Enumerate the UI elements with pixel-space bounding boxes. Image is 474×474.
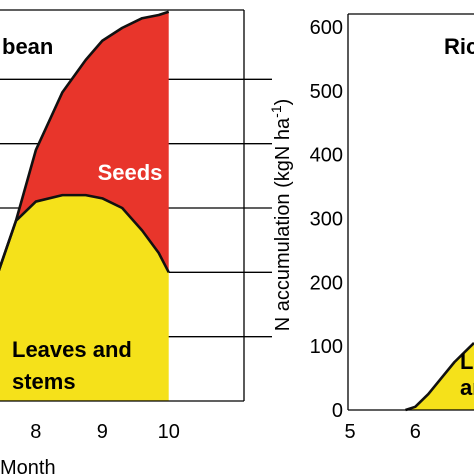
right-leaves-area	[405, 342, 474, 410]
right-y-tick-label-200: 200	[310, 272, 343, 294]
right-y-axis-label: N accumulation (kgN ha-1)	[268, 99, 294, 332]
left-series-label-seeds: Seeds	[98, 160, 163, 185]
left-x-axis-label: Month	[0, 457, 56, 474]
right-y-tick-label-100: 100	[310, 336, 343, 358]
right-series-label-leaves-0: L	[460, 349, 473, 374]
right-x-tick-label-6: 6	[410, 421, 421, 443]
right-chart-title: Ric	[444, 34, 474, 59]
right-x-tick-label-5: 5	[344, 421, 355, 443]
left-x-tick-label-10: 10	[158, 421, 180, 443]
left-leaves-area	[0, 195, 169, 401]
right-y-tick-labels: 0 100 200 300 400 500 600	[310, 17, 343, 422]
right-y-tick-label-400: 400	[310, 145, 343, 167]
left-chart-title: bean	[2, 34, 53, 59]
left-x-tick-labels: 8 9 10	[30, 421, 180, 443]
left-x-tick-label-9: 9	[97, 421, 108, 443]
left-total-n-line	[0, 10, 170, 272]
right-series-labels: Lan	[460, 349, 474, 400]
right-y-tick-label-0: 0	[332, 400, 343, 422]
right-y-axis-label-close: )	[272, 99, 294, 106]
left-series-labels: Seeds Leaves and stems	[12, 160, 162, 394]
right-plot-frame	[347, 13, 474, 411]
right-y-tick-label-600: 600	[310, 17, 343, 39]
left-area-series	[0, 10, 170, 401]
left-plot-frame	[0, 9, 245, 402]
left-series-label-leaves-0: Leaves and	[12, 337, 132, 362]
right-y-axis-label-text: N accumulation (kgN ha	[272, 117, 294, 331]
right-leaves-line	[405, 342, 474, 412]
left-seeds-area	[0, 11, 169, 273]
left-leaves-line	[0, 193, 170, 273]
right-y-tick-label-300: 300	[310, 209, 343, 231]
right-y-tick-label-500: 500	[310, 81, 343, 103]
right-series-label-leaves-1: an	[460, 375, 474, 400]
left-chart-soybean: 8 9 10 bean Month Seeds Leaves and stems	[0, 9, 272, 474]
right-y-axis-label-superscript: -1	[268, 105, 284, 118]
left-x-tick-label-8: 8	[30, 421, 41, 443]
left-series-label-leaves-1: stems	[12, 369, 76, 394]
right-area-series	[405, 342, 474, 412]
